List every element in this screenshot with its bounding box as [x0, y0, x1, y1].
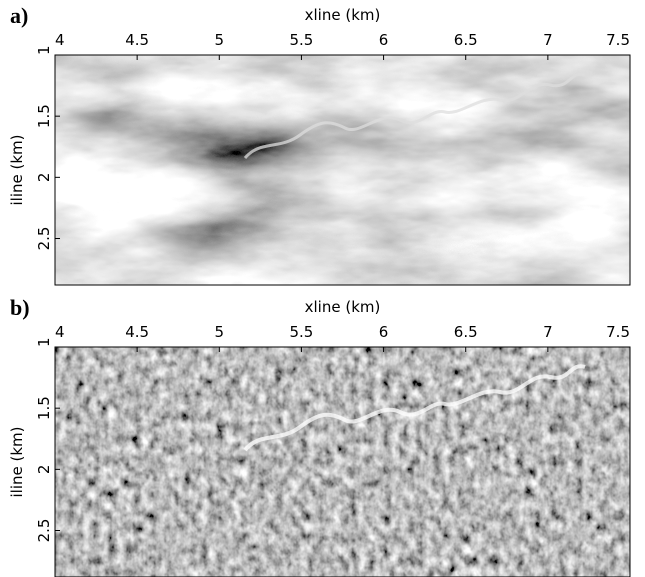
x-tick-label: 6.5	[454, 31, 478, 49]
y-tick-label: 2	[35, 465, 53, 475]
x-tick-label: 7	[543, 31, 553, 49]
y-axis-label: iline (km)	[8, 134, 26, 205]
panel-label: b)	[10, 295, 30, 320]
y-tick-label: 1	[35, 337, 53, 347]
x-tick-label: 4	[55, 323, 65, 341]
y-tick-label: 2.5	[35, 227, 53, 251]
x-tick-label: 4.5	[125, 323, 149, 341]
channel-feature	[243, 72, 586, 160]
x-tick-label: 7	[543, 323, 553, 341]
y-tick-label: 1	[35, 45, 53, 55]
x-axis-label: xline (km)	[305, 298, 381, 316]
y-tick-label: 1.5	[35, 396, 53, 420]
x-tick-label: 7.5	[606, 31, 630, 49]
x-tick-label: 6	[379, 323, 389, 341]
y-axis-label: iline (km)	[8, 426, 26, 497]
x-tick-label: 6.5	[454, 323, 478, 341]
x-tick-label: 5.5	[289, 323, 313, 341]
y-tick-label: 1.5	[35, 104, 53, 128]
y-tick-label: 2	[35, 173, 53, 183]
seismic-image	[55, 55, 630, 285]
y-tick-label: 2.5	[35, 519, 53, 543]
x-tick-label: 6	[379, 31, 389, 49]
x-axis-label: xline (km)	[305, 6, 381, 24]
x-tick-label: 5	[215, 31, 225, 49]
seismic-image	[55, 347, 630, 577]
x-tick-label: 4	[55, 31, 65, 49]
panel-label: a)	[10, 3, 28, 28]
plot-frame	[54, 346, 631, 577]
x-tick-label: 7.5	[606, 323, 630, 341]
channel-feature	[243, 364, 586, 452]
x-tick-label: 4.5	[125, 31, 149, 49]
x-tick-label: 5	[215, 323, 225, 341]
plot-frame	[54, 54, 631, 286]
x-tick-label: 5.5	[289, 31, 313, 49]
